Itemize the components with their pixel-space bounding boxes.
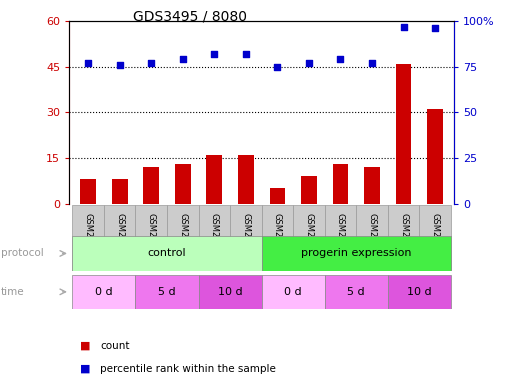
Bar	[167, 205, 199, 271]
Text: GSM255774: GSM255774	[84, 213, 93, 263]
Text: 10 d: 10 d	[218, 287, 243, 297]
Bar	[72, 275, 135, 309]
Bar	[135, 205, 167, 271]
Bar	[269, 188, 285, 204]
Text: protocol: protocol	[1, 248, 44, 258]
Bar	[238, 155, 254, 204]
Text: GSM255806: GSM255806	[115, 213, 124, 263]
Bar	[199, 275, 262, 309]
Point	[431, 25, 439, 31]
Text: GSM255834: GSM255834	[430, 213, 440, 263]
Text: GSM255831: GSM255831	[336, 213, 345, 263]
Bar	[112, 179, 128, 204]
Bar	[104, 205, 135, 271]
Bar	[72, 205, 104, 271]
Bar	[262, 275, 325, 309]
Text: GSM255832: GSM255832	[367, 213, 377, 263]
Point	[305, 60, 313, 66]
Point	[147, 60, 155, 66]
Text: GSM255808: GSM255808	[179, 213, 187, 263]
Point	[273, 64, 282, 70]
Bar	[388, 275, 451, 309]
Point	[84, 60, 92, 66]
Bar	[206, 155, 222, 204]
Text: 0 d: 0 d	[95, 287, 113, 297]
Text: GSM255830: GSM255830	[304, 213, 313, 263]
Point	[337, 56, 345, 63]
Text: GSM255833: GSM255833	[399, 213, 408, 263]
Text: GSM255807: GSM255807	[147, 213, 156, 263]
Bar	[199, 205, 230, 271]
Text: 10 d: 10 d	[407, 287, 431, 297]
Point	[368, 60, 376, 66]
Bar	[175, 164, 191, 204]
Bar	[293, 205, 325, 271]
Bar	[262, 236, 451, 271]
Bar	[419, 205, 451, 271]
Bar	[143, 167, 159, 204]
Text: GSM255828: GSM255828	[241, 213, 250, 263]
Bar	[364, 167, 380, 204]
Bar	[325, 205, 356, 271]
Bar	[396, 64, 411, 204]
Text: ■: ■	[80, 364, 90, 374]
Point	[400, 23, 408, 30]
Bar	[388, 205, 419, 271]
Bar	[81, 179, 96, 204]
Bar	[72, 236, 262, 271]
Bar	[230, 205, 262, 271]
Bar	[301, 176, 317, 204]
Text: count: count	[100, 341, 130, 351]
Bar	[356, 205, 388, 271]
Text: 5 d: 5 d	[347, 287, 365, 297]
Text: time: time	[1, 287, 25, 297]
Text: 0 d: 0 d	[284, 287, 302, 297]
Text: GSM255829: GSM255829	[273, 213, 282, 263]
Text: GSM255809: GSM255809	[210, 213, 219, 263]
Bar	[262, 205, 293, 271]
Text: GDS3495 / 8080: GDS3495 / 8080	[133, 10, 247, 23]
Text: percentile rank within the sample: percentile rank within the sample	[100, 364, 276, 374]
Point	[115, 62, 124, 68]
Bar	[427, 109, 443, 204]
Text: control: control	[148, 248, 186, 258]
Point	[242, 51, 250, 57]
Text: progerin expression: progerin expression	[301, 248, 411, 258]
Point	[179, 56, 187, 63]
Bar	[135, 275, 199, 309]
Text: 5 d: 5 d	[158, 287, 176, 297]
Point	[210, 51, 219, 57]
Bar	[332, 164, 348, 204]
Text: ■: ■	[80, 341, 90, 351]
Bar	[325, 275, 388, 309]
